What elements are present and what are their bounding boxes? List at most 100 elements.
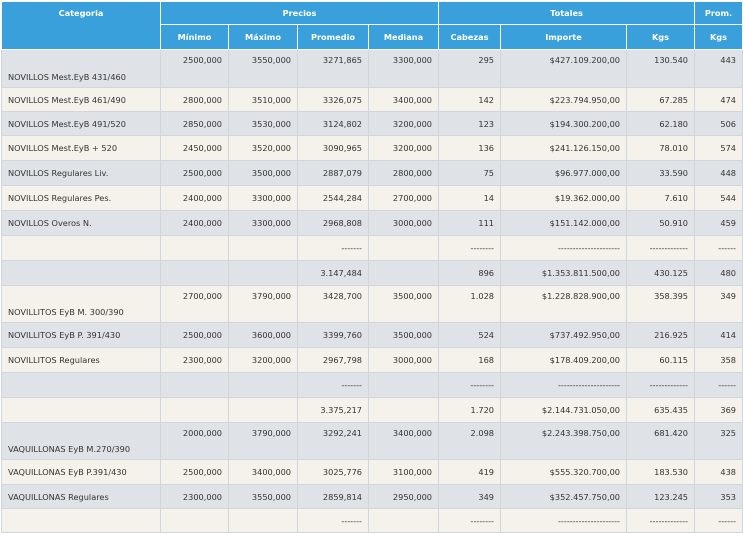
mediana-cell: 3200,000 xyxy=(368,135,439,161)
categoria-cell: NOVILLITOS EyB P. 391/430 xyxy=(1,322,161,348)
promedio-cell: 3.375,217 xyxy=(297,397,369,423)
minimo-cell: 2400,000 xyxy=(160,185,229,211)
categoria-cell: NOVILLOS Mest.EyB 461/490 xyxy=(1,87,161,112)
kgs-cell: 62.180 xyxy=(626,111,695,136)
cabezas-cell: 136 xyxy=(438,135,501,161)
maximo-cell: 3550,000 xyxy=(228,49,298,88)
categoria-cell xyxy=(1,508,161,533)
table-row: VAQUILLONAS EyB P.391/430 2500,000 3400,00… xyxy=(1,459,743,485)
minimo-cell: 2300,000 xyxy=(160,347,229,373)
kgs-cell: 130.540 xyxy=(626,49,695,88)
importe-cell: $555.320.700,00 xyxy=(500,459,627,485)
promedio-cell: 3428,700 xyxy=(297,285,369,323)
cabezas-cell: -------- xyxy=(438,235,501,261)
maximo-cell: 3790,000 xyxy=(228,285,298,323)
minimo-cell: 2500,000 xyxy=(160,322,229,348)
promedio-cell: ------- xyxy=(297,372,369,398)
header-prom-kgs: Kgs xyxy=(694,24,743,50)
mediana-cell: 2700,000 xyxy=(368,185,439,211)
promedio-cell: ------- xyxy=(297,508,369,533)
cabezas-cell: 14 xyxy=(438,185,501,211)
table-row: NOVILLOS Mest.EyB 461/490 2800,000 3510,00… xyxy=(1,87,743,112)
table-row: ------- -------- --------------------- ----… xyxy=(1,508,743,533)
categoria-cell: NOVILLITOS EyB M. 300/390 xyxy=(1,285,161,323)
minimo-cell: 2500,000 xyxy=(160,49,229,88)
importe-cell: $151.142.000,00 xyxy=(500,210,627,236)
promedio-cell: 3025,776 xyxy=(297,459,369,485)
promedio-cell: 3399,760 xyxy=(297,322,369,348)
minimo-cell: 2500,000 xyxy=(160,459,229,485)
cabezas-cell: 2.098 xyxy=(438,422,501,460)
kgs-cell: 430.125 xyxy=(626,260,695,286)
header-minimo: Mínimo xyxy=(160,24,229,50)
prom-kgs-cell: 448 xyxy=(694,160,743,186)
promedio-cell: 3.147,484 xyxy=(297,260,369,286)
mediana-cell: 3400,000 xyxy=(368,422,439,460)
prom-kgs-cell: 353 xyxy=(694,484,743,509)
categoria-cell: NOVILLOS Mest.EyB + 520 xyxy=(1,135,161,161)
categoria-cell xyxy=(1,260,161,286)
maximo-cell xyxy=(228,508,298,533)
importe-cell: $19.362.000,00 xyxy=(500,185,627,211)
kgs-cell: ------------- xyxy=(626,235,695,261)
mediana-cell: 3400,000 xyxy=(368,87,439,112)
kgs-cell: 123.245 xyxy=(626,484,695,509)
kgs-cell: 33.590 xyxy=(626,160,695,186)
mediana-cell: 3500,000 xyxy=(368,322,439,348)
cabezas-cell: 1.720 xyxy=(438,397,501,423)
maximo-cell: 3500,000 xyxy=(228,160,298,186)
promedio-cell: 3326,075 xyxy=(297,87,369,112)
header-column-row: Mínimo Máximo Promedio Mediana Cabezas I… xyxy=(2,24,743,50)
maximo-cell: 3600,000 xyxy=(228,322,298,348)
table-row: NOVILLOS Regulares Liv. 2500,000 3500,000 2… xyxy=(1,160,743,186)
maximo-cell: 3510,000 xyxy=(228,87,298,112)
prom-kgs-cell: 414 xyxy=(694,322,743,348)
minimo-cell: 2000,000 xyxy=(160,422,229,460)
prom-kgs-cell: ------ xyxy=(694,235,743,261)
cabezas-cell: 419 xyxy=(438,459,501,485)
importe-cell: $2.243.398.750,00 xyxy=(500,422,627,460)
promedio-cell: 3090,965 xyxy=(297,135,369,161)
prom-kgs-cell: 459 xyxy=(694,210,743,236)
cabezas-cell: -------- xyxy=(438,508,501,533)
cabezas-cell: 524 xyxy=(438,322,501,348)
categoria-cell: NOVILLOS Regulares Pes. xyxy=(1,185,161,211)
kgs-cell: 635.435 xyxy=(626,397,695,423)
promedio-cell: 2887,079 xyxy=(297,160,369,186)
prom-kgs-cell: 325 xyxy=(694,422,743,460)
maximo-cell xyxy=(228,372,298,398)
mediana-cell xyxy=(368,372,439,398)
kgs-cell: ------------- xyxy=(626,508,695,533)
prom-kgs-cell: 438 xyxy=(694,459,743,485)
promedio-cell: 2967,798 xyxy=(297,347,369,373)
mediana-cell xyxy=(368,260,439,286)
kgs-cell: 358.395 xyxy=(626,285,695,323)
categoria-cell: NOVILLOS Regulares Liv. xyxy=(1,160,161,186)
cabezas-cell: 295 xyxy=(438,49,501,88)
minimo-cell: 2450,000 xyxy=(160,135,229,161)
kgs-cell: 67.285 xyxy=(626,87,695,112)
table-row: VAQUILLONAS Regulares 2300,000 3550,000 285… xyxy=(1,484,743,509)
maximo-cell: 3550,000 xyxy=(228,484,298,509)
header-group-row: Categoria Precios Totales Prom. xyxy=(1,1,743,50)
prom-kgs-cell: 480 xyxy=(694,260,743,286)
maximo-cell: 3300,000 xyxy=(228,210,298,236)
importe-cell: --------------------- xyxy=(500,235,627,261)
categoria-cell: VAQUILLONAS Regulares xyxy=(1,484,161,509)
cabezas-cell: 123 xyxy=(438,111,501,136)
table-row: VAQUILLONAS EyB M.270/390 2000,000 3790,00… xyxy=(1,422,743,460)
mediana-cell: 3500,000 xyxy=(368,285,439,323)
header-promedio: Promedio xyxy=(297,24,369,50)
promedio-cell: 3124,802 xyxy=(297,111,369,136)
importe-cell: $1.228.828.900,00 xyxy=(500,285,627,323)
header-totales: Totales xyxy=(438,1,695,25)
importe-cell: --------------------- xyxy=(500,508,627,533)
prom-kgs-cell: 349 xyxy=(694,285,743,323)
table-row: NOVILLOS Mest.EyB 491/520 2850,000 3530,00… xyxy=(1,111,743,136)
mediana-cell xyxy=(368,235,439,261)
table-body: NOVILLOS Mest.EyB 431/460 2500,000 3550,00… xyxy=(1,49,743,533)
maximo-cell: 3530,000 xyxy=(228,111,298,136)
categoria-cell xyxy=(1,235,161,261)
importe-cell: $737.492.950,00 xyxy=(500,322,627,348)
header-precios: Precios xyxy=(160,1,439,25)
